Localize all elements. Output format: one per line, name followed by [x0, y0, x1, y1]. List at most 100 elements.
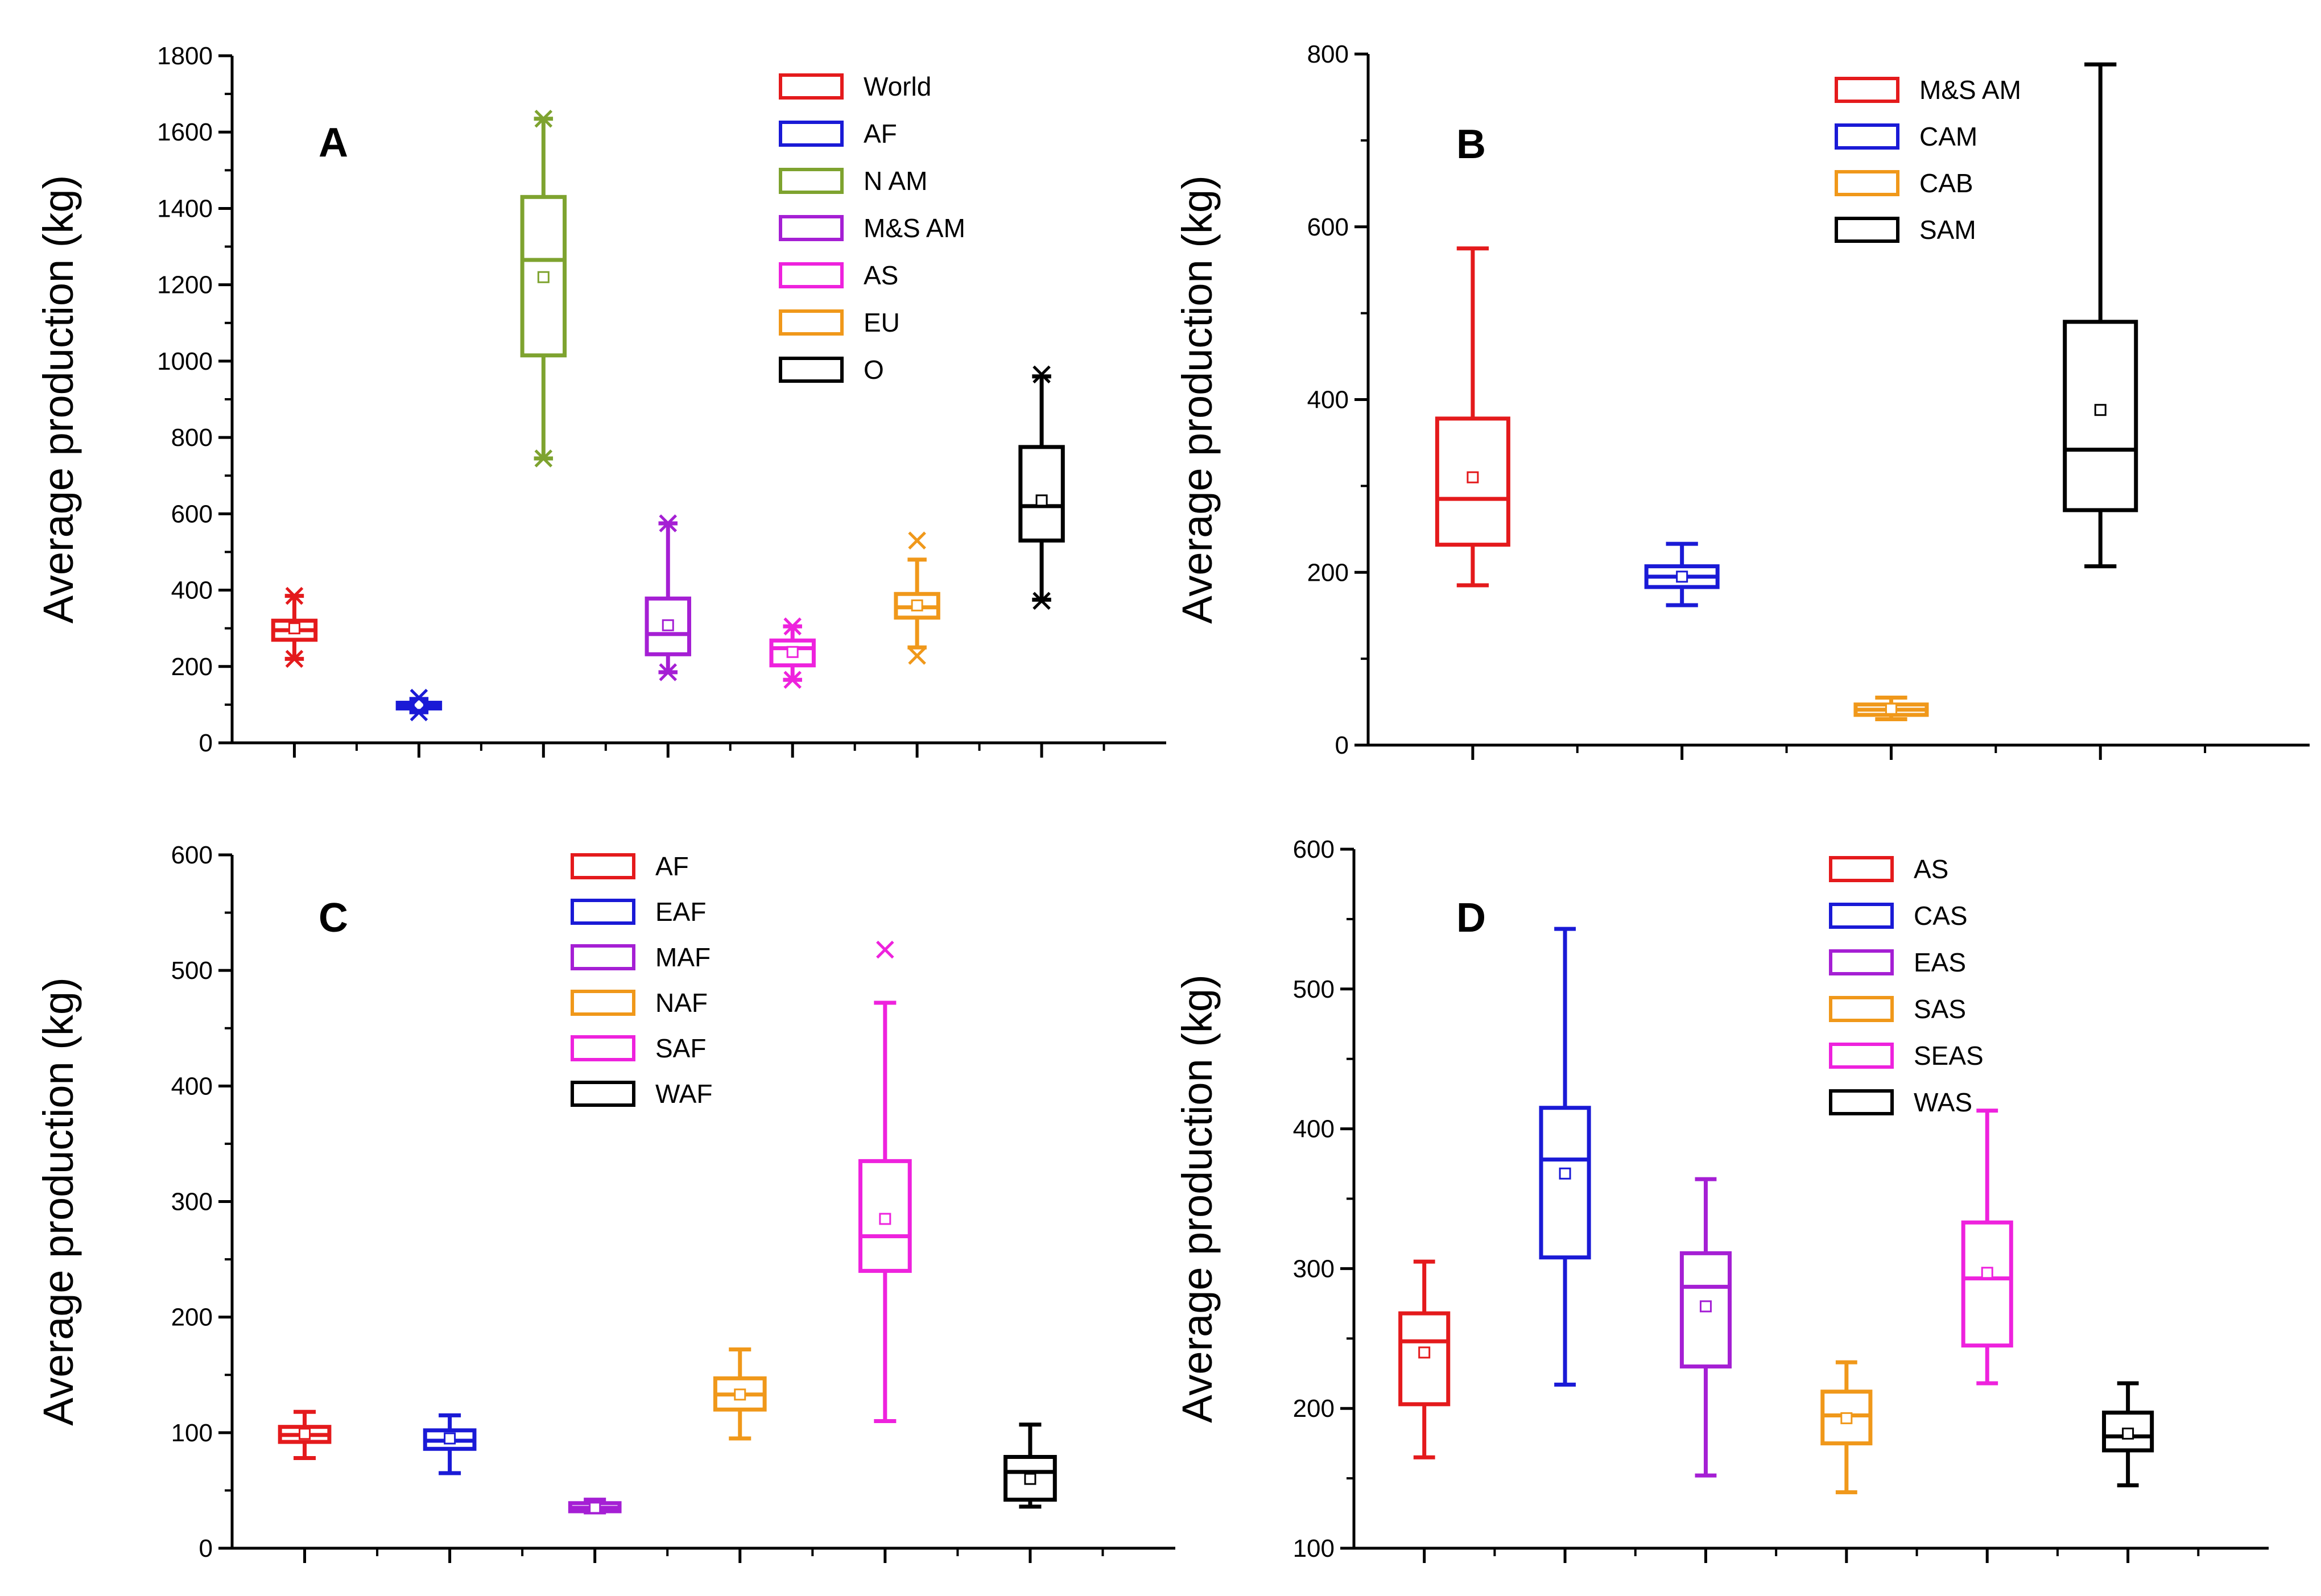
legend-item: CAB	[1835, 168, 1973, 198]
mean-marker	[2122, 1427, 2134, 1440]
y-tick-label: 200	[171, 1304, 213, 1332]
y-tick-label: 1600	[157, 118, 213, 146]
outlier-marker	[659, 663, 678, 681]
box-world	[271, 586, 318, 668]
box-m-s-am	[1435, 246, 1510, 588]
legend-swatch	[779, 215, 844, 241]
legend-label: N AM	[864, 166, 927, 196]
outlier-marker	[1033, 592, 1051, 610]
outlier-marker	[783, 617, 802, 636]
legend-item: SAM	[1835, 215, 1976, 245]
box-seas	[1961, 1109, 2013, 1386]
legend-label: AS	[1914, 854, 1948, 884]
iqr-box	[1003, 1454, 1057, 1502]
y-tick-label: 200	[1293, 1395, 1335, 1423]
legend-swatch	[571, 853, 635, 879]
legend-item: World	[779, 72, 931, 101]
legend-swatch	[1835, 123, 1899, 150]
panel-B: 0 200 400 600 800 Average production (kg) B M&S…	[1174, 40, 2310, 760]
legend-swatch	[779, 73, 844, 100]
outlier-marker	[410, 703, 428, 722]
y-tick-label: 400	[171, 577, 213, 605]
legend-item: AF	[571, 851, 689, 881]
legend-label: SAF	[655, 1033, 706, 1063]
legend-swatch	[571, 899, 635, 925]
mean-marker	[299, 1428, 311, 1440]
legend-swatch	[779, 309, 844, 336]
iqr-box	[1018, 445, 1065, 543]
mean-marker	[1035, 494, 1048, 507]
legend-item: NAF	[571, 988, 708, 1018]
legend-swatch	[779, 121, 844, 147]
legend-label: SAM	[1919, 215, 1976, 245]
box-sam	[2063, 62, 2138, 569]
mean-marker	[1559, 1167, 1571, 1180]
iqr-box	[858, 1159, 912, 1273]
box-eaf	[423, 1413, 477, 1475]
legend-label: AF	[864, 119, 897, 148]
legend-swatch	[1829, 856, 1894, 882]
legend-item: M&S AM	[779, 213, 965, 243]
iqr-box	[769, 638, 816, 668]
mean-marker	[1699, 1300, 1712, 1313]
panel-label: C	[319, 895, 348, 941]
legend: AF EAF MAF NAF SAF WAF	[571, 851, 713, 1109]
y-tick-label: 300	[171, 1188, 213, 1216]
legend-item: CAS	[1829, 901, 1968, 931]
legend-item: AF	[779, 119, 897, 148]
legend-swatch	[1829, 1043, 1894, 1069]
mean-marker	[1840, 1412, 1853, 1424]
iqr-box	[2063, 320, 2138, 512]
legend-item: M&S AM	[1835, 75, 2021, 105]
panel-A: 0 200 400 600 800 1000 1200 1400 1600 1800 Average…	[35, 42, 1166, 758]
y-tick-label: 600	[171, 841, 213, 869]
box-was	[2102, 1381, 2154, 1487]
legend-swatch	[1829, 949, 1894, 975]
legend-label: CAM	[1919, 122, 1977, 151]
panel-C: 0 100 200 300 400 500 600 Average production (k…	[35, 841, 1175, 1563]
y-tick-label: 1000	[157, 348, 213, 375]
legend: M&S AM CAM CAB SAM	[1835, 75, 2021, 245]
y-tick-label: 800	[171, 424, 213, 452]
panel-label: A	[319, 120, 348, 166]
legend-label: AF	[655, 851, 689, 881]
legend: AS CAS EAS SAS SEAS WAS	[1829, 854, 1984, 1117]
legend-swatch	[779, 262, 844, 288]
y-axis-title: Average production (kg)	[1174, 974, 1221, 1423]
y-tick-label: 100	[1293, 1535, 1335, 1562]
legend-item: AS	[1829, 854, 1948, 884]
box-n-am	[520, 109, 567, 468]
mean-marker	[786, 646, 799, 658]
y-tick-label: 600	[171, 500, 213, 528]
box-as	[1398, 1259, 1451, 1459]
y-tick-label: 0	[199, 1535, 213, 1562]
y-tick-label: 0	[199, 729, 213, 757]
legend-item: N AM	[779, 166, 927, 196]
mean-marker	[1676, 570, 1688, 583]
legend-item: MAF	[571, 942, 711, 972]
outlier-marker	[876, 940, 894, 959]
legend-label: WAF	[655, 1079, 713, 1109]
mean-marker	[734, 1388, 746, 1401]
box-as	[769, 617, 816, 689]
legend-label: EAF	[655, 897, 706, 927]
legend-label: M&S AM	[1919, 75, 2021, 105]
box-o	[1018, 365, 1065, 610]
iqr-box	[1435, 416, 1510, 547]
iqr-box	[1539, 1106, 1591, 1260]
mean-marker	[589, 1502, 601, 1514]
y-tick-label: 500	[1293, 975, 1335, 1003]
y-axis-title: Average production (kg)	[35, 977, 82, 1425]
box-waf	[1003, 1423, 1057, 1509]
y-tick-label: 600	[1293, 836, 1335, 863]
legend-swatch	[1835, 170, 1899, 196]
box-sas	[1820, 1360, 1873, 1495]
mean-marker	[1467, 471, 1479, 483]
box-cab	[1853, 695, 1929, 721]
mean-marker	[911, 599, 923, 611]
box-naf	[713, 1347, 767, 1441]
box-eu	[894, 531, 940, 665]
legend-swatch	[571, 944, 635, 970]
iqr-box	[2102, 1411, 2154, 1453]
